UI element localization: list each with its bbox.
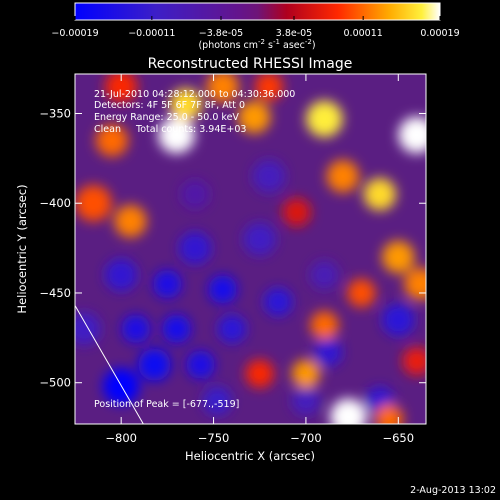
heatmap-blob [347, 278, 376, 308]
heatmap-blob [282, 197, 311, 227]
heatmap-blob [330, 398, 367, 424]
annotations: 21-Jul-2010 04:28:12.000 to 04:30:36.000… [94, 89, 295, 410]
annotation-time: 21-Jul-2010 04:28:12.000 to 04:30:36.000 [94, 89, 295, 100]
x-tick-labels: −800 −750 −700 −650 [105, 431, 414, 445]
y-tick-label: −500 [39, 376, 71, 390]
heatmap-blob [237, 100, 271, 134]
heatmap-blob [326, 160, 360, 193]
heatmap-blob [121, 314, 151, 344]
heatmap-blob [138, 348, 171, 382]
heatmap-blob [313, 337, 343, 367]
heatmap-blob [291, 386, 321, 415]
heatmap-blob [162, 314, 191, 344]
colorbar-tick-label: 3.8e-05 [276, 28, 312, 39]
y-tick-labels: −350 −400 −450 −500 [39, 106, 71, 389]
heatmap-blob [186, 350, 215, 379]
heatmap-blob [374, 404, 404, 424]
heatmap-blob [310, 311, 339, 340]
heatmap-blob [75, 184, 112, 222]
heatmap-blob [169, 88, 203, 121]
y-axis-label: Heliocentric Y (arcsec) [15, 184, 29, 313]
heatmap-blob [206, 74, 240, 103]
heatmap-blob [402, 346, 426, 376]
heatmap-blob [95, 124, 129, 157]
colorbar-units: (photons cm-2 s-1 asec-2) [198, 38, 315, 51]
heatmap-blob [158, 116, 195, 154]
colorbar-ticks [74, 16, 441, 20]
limb-line [75, 305, 144, 424]
colorbar-tick-label: 0.00011 [344, 28, 383, 39]
chart-title: Reconstructed RHESSI Image [148, 56, 353, 72]
heatmap-blob [114, 204, 147, 238]
x-tick-label: −800 [105, 431, 137, 445]
x-tick-label: −750 [198, 431, 230, 445]
heatmap-blob [203, 386, 232, 415]
colorbar-tick-labels: −0.00019 −0.00011 −3.8e-05 3.8e-05 0.00011 0.… [51, 28, 459, 39]
heatmap-blob [217, 314, 247, 344]
plot-frame [74, 73, 427, 425]
heatmap-blob [404, 267, 426, 301]
heatmap-blob [243, 222, 276, 256]
heatmap-blob [306, 100, 343, 138]
y-tick-label: −350 [39, 106, 71, 120]
heatmap-blob [398, 116, 426, 154]
footer-date: 2-Aug-2013 13:02 [410, 485, 496, 496]
y-tick-label: −450 [39, 286, 71, 300]
heatmap-blob [180, 180, 210, 209]
colorbar-gradient [74, 2, 441, 21]
heatmap-blob [153, 269, 182, 299]
annotation-detectors: Detectors: 4F 5F 6F 7F 8F, Att 0 [94, 100, 245, 111]
heatmap-blob [75, 312, 101, 346]
heatmap-blob [104, 258, 138, 292]
heatmap-blob [252, 160, 286, 193]
x-tick-label: −650 [382, 431, 414, 445]
heatmap-blobs [75, 74, 426, 424]
heatmap-blob [245, 359, 274, 388]
heatmap-blob [382, 240, 415, 274]
heatmap-blob [363, 177, 397, 211]
heatmap-blob [208, 275, 238, 304]
heatmap-blob [263, 287, 293, 317]
heatmap-blob [291, 359, 321, 388]
image-area [74, 73, 427, 425]
colorbar-tick-label: −3.8e-05 [199, 28, 243, 39]
colorbar-tick-label: −0.00019 [51, 28, 98, 39]
heatmap-blob [254, 74, 284, 101]
x-axis-label: Heliocentric X (arcsec) [185, 449, 315, 463]
annotation-energy: Energy Range: 25.0 - 50.0 keV [94, 112, 239, 123]
peak-position-label: Position of Peak = [-677.,-519] [94, 399, 239, 410]
y-tick-label: −400 [39, 196, 71, 210]
colorbar: −0.00019 −0.00011 −3.8e-05 3.8e-05 0.00011 0.… [51, 2, 460, 51]
annotation-clean: Clean Total counts: 3.94E+03 [94, 124, 246, 135]
heatmap-blob [104, 74, 138, 103]
heatmap-blob [178, 231, 212, 265]
heatmap-blob [382, 303, 415, 337]
axis-ticks [75, 74, 426, 424]
colorbar-tick-label: 0.00019 [420, 28, 459, 39]
heatmap-blob [310, 260, 339, 290]
x-tick-label: −700 [290, 431, 322, 445]
colorbar-tick-label: −0.00011 [128, 28, 175, 39]
